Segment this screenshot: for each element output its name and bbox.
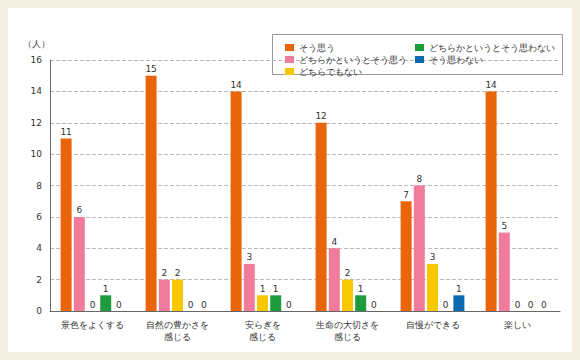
svg-text:1: 1 [358,284,364,294]
svg-text:0: 0 [188,300,194,310]
svg-text:5: 5 [501,221,507,231]
svg-text:8: 8 [416,174,422,184]
svg-text:2: 2 [345,268,351,278]
svg-text:0: 0 [528,300,534,310]
svg-text:そう思う: そう思う [299,43,335,53]
svg-text:0: 0 [515,300,521,310]
svg-text:景色をよくする: 景色をよくする [61,320,124,330]
svg-text:10: 10 [31,149,43,159]
svg-text:0: 0 [371,300,377,310]
svg-text:1: 1 [260,284,266,294]
svg-text:1: 1 [103,284,109,294]
svg-text:自慢ができる: 自慢ができる [406,320,460,330]
svg-text:12: 12 [315,111,326,121]
svg-text:どちらかというとそう思わない: どちらかというとそう思わない [429,43,555,53]
svg-text:15: 15 [145,64,156,74]
svg-text:安らぎを: 安らぎを [245,320,281,330]
svg-text:1: 1 [273,284,279,294]
svg-text:自然の豊かさを: 自然の豊かさを [146,320,209,330]
svg-text:11: 11 [60,127,71,137]
svg-text:3: 3 [430,252,436,262]
svg-text:0: 0 [36,306,42,316]
svg-text:14: 14 [31,86,43,96]
svg-text:感じる: 感じる [249,332,276,342]
svg-text:生命の大切さを: 生命の大切さを [316,320,379,330]
svg-text:7: 7 [403,190,409,200]
svg-text:0: 0 [541,300,547,310]
svg-text:（人）: （人） [23,39,50,49]
svg-text:0: 0 [90,300,96,310]
svg-text:12: 12 [31,118,42,128]
svg-text:そう思わない: そう思わない [429,55,483,65]
svg-text:4: 4 [36,243,42,253]
svg-text:0: 0 [116,300,122,310]
svg-text:2: 2 [36,275,42,285]
svg-text:6: 6 [36,212,42,222]
svg-text:8: 8 [36,181,42,191]
svg-text:どちらでもない: どちらでもない [299,67,362,77]
svg-text:感じる: 感じる [164,332,191,342]
svg-text:16: 16 [31,55,43,65]
svg-text:6: 6 [76,205,82,215]
svg-text:感じる: 感じる [334,332,361,342]
svg-text:3: 3 [246,252,252,262]
svg-text:4: 4 [331,237,337,247]
svg-text:2: 2 [175,268,181,278]
svg-text:2: 2 [161,268,167,278]
svg-text:どちらかというとそう思う: どちらかというとそう思う [299,55,407,65]
svg-text:14: 14 [485,80,497,90]
svg-text:0: 0 [443,300,449,310]
svg-text:1: 1 [456,284,462,294]
svg-text:0: 0 [286,300,292,310]
svg-text:0: 0 [201,300,207,310]
svg-text:14: 14 [230,80,242,90]
svg-text:楽しい: 楽しい [504,320,531,330]
